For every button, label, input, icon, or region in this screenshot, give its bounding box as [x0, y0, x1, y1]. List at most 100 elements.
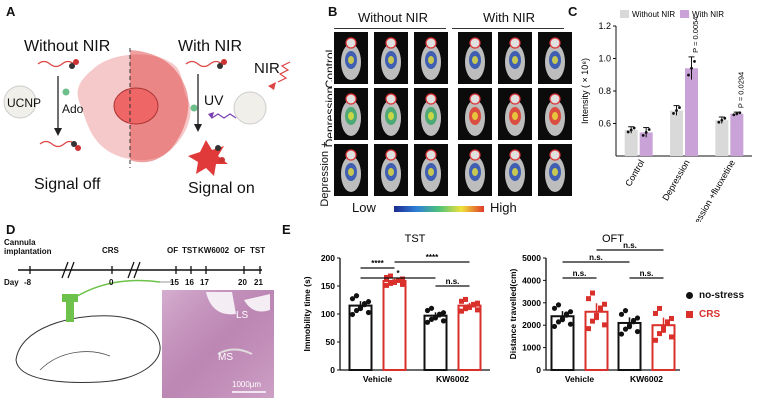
mouse-head [385, 149, 397, 161]
panel-c-letter: C [568, 4, 578, 19]
tl-day-4: 17 [200, 278, 209, 287]
e-data-point [559, 317, 566, 323]
e-data-point [400, 281, 405, 287]
tl-day-5: 20 [238, 278, 247, 287]
e-data-point [630, 317, 637, 324]
tl-day-prefix: Day [4, 278, 19, 287]
e-data-point [551, 305, 558, 311]
legend-label-no-stress: no-stress [699, 290, 745, 301]
e-chart-title: OFT [602, 233, 624, 245]
mouse-signal-core [388, 112, 394, 120]
e-y-tick-label: 1000 [522, 343, 541, 353]
e-data-point [661, 327, 666, 333]
e-y-tick-label: 2000 [522, 320, 541, 330]
e-data-point [357, 305, 364, 312]
e-data-point [622, 308, 629, 314]
tl-event-1: CRS [102, 246, 119, 255]
e-data-point [634, 328, 641, 335]
mouse-signal-core [552, 112, 558, 120]
e-x-tick-label: Vehicle [363, 374, 393, 384]
mouse-head [509, 37, 521, 49]
signal-on-label: Signal on [188, 180, 255, 197]
c-y-tick-label: 0.6 [598, 119, 611, 129]
e-y-axis-label: Distance travelled(cm) [508, 268, 518, 359]
e-data-point [353, 293, 360, 299]
b-header-line-2 [452, 28, 564, 29]
mouse-head [345, 149, 357, 161]
e-data-point [396, 277, 401, 283]
c-data-point [632, 126, 636, 130]
panel-e-letter: E [282, 222, 291, 237]
tl-day-0: -8 [24, 278, 32, 287]
e-data-point [653, 310, 658, 316]
legend-marker-square [686, 311, 693, 318]
e-data-point [432, 315, 439, 321]
legend-label-crs: CRS [699, 309, 721, 320]
e-data-point [428, 316, 435, 322]
mouse-head [385, 93, 397, 105]
c-data-point [678, 106, 681, 109]
mouse-signal-core [552, 56, 558, 64]
e-data-point [590, 318, 595, 324]
mouse-head [425, 93, 437, 105]
e-bar [382, 279, 407, 371]
mouse-signal-core [428, 112, 434, 120]
e-data-point [471, 301, 476, 307]
c-p-value: P = 0.0054 [691, 17, 700, 53]
chart-oft: OFT 0 1000 2000 3000 4000 5000 Distance travell… [508, 233, 680, 384]
c-data-point [644, 131, 648, 134]
e-data-point [598, 305, 603, 311]
c-bar [624, 130, 638, 156]
tl-day-2: 15 [170, 278, 179, 287]
c-x-tick-label: Depression +fluoxetine [682, 158, 737, 222]
mouse-head [509, 93, 521, 105]
e-y-tick-label: 5000 [522, 253, 541, 263]
e-data-point [475, 307, 480, 313]
e-y-tick-label: 100 [321, 309, 335, 319]
e-data-point [440, 318, 447, 324]
e-y-tick-label: 3000 [522, 298, 541, 308]
mouse-head [425, 37, 437, 49]
tl-event-0: Cannula implantation [4, 238, 52, 256]
e-data-point [618, 311, 625, 317]
tl-event-3: TST [182, 246, 198, 255]
e-data-point [590, 290, 595, 296]
mouse-head [549, 37, 561, 49]
mouse-head [425, 149, 437, 161]
e-data-point [567, 321, 574, 327]
e-data-point [618, 331, 625, 337]
panel-b-letter: B [328, 4, 338, 19]
e-data-point [669, 315, 674, 321]
c-data-point [738, 111, 742, 115]
e-data-point [384, 282, 389, 288]
e-data-point [436, 311, 443, 317]
colorbar-high: High [490, 200, 517, 215]
c-y-tick-label: 1.0 [598, 54, 611, 64]
e-data-point [361, 301, 368, 307]
mouse-signal-core [512, 168, 518, 176]
c-data-point [693, 60, 696, 63]
c-y-axis-label: Intensity ( × 10⁸) [580, 58, 590, 124]
e-legend: no-stress CRS [686, 290, 744, 320]
e-sig-label: * [396, 269, 400, 278]
e-data-point [563, 311, 570, 317]
b-header-line-1 [334, 28, 446, 29]
e-data-point [392, 279, 397, 285]
e-data-point [602, 322, 607, 328]
chart-tst: TST 0 50 100 150 200 Immobility time (s) Vehicl… [302, 233, 490, 384]
mouse-signal-core [348, 168, 354, 176]
e-data-point [551, 323, 558, 330]
e-data-point [424, 319, 431, 325]
c-y-tick-label: 0.8 [598, 86, 611, 96]
mouse-head [469, 93, 481, 105]
c-legend-swatch [680, 10, 689, 18]
e-data-point [657, 305, 662, 311]
c-data-point [629, 128, 633, 132]
c-data-point [687, 73, 690, 77]
e-y-tick-label: 150 [321, 281, 335, 291]
c-data-point [690, 66, 693, 70]
tl-event-6: TST [250, 246, 266, 255]
b-header-without: Without NIR [357, 10, 429, 25]
e-data-point [555, 319, 562, 325]
e-y-tick-label: 0 [330, 365, 335, 375]
